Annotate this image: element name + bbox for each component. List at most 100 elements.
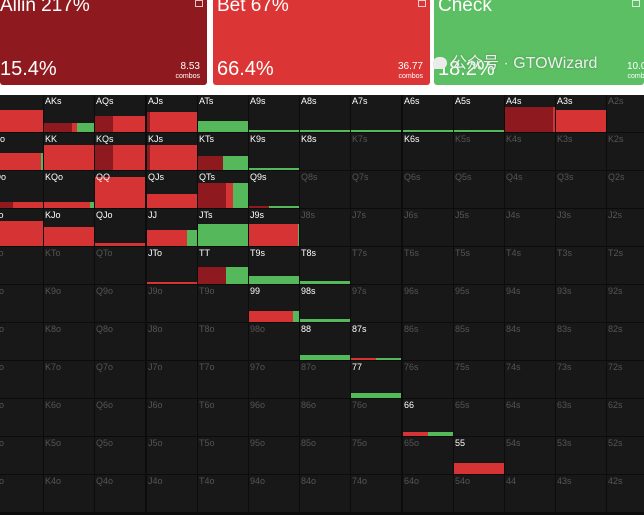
- hand-cell-92s[interactable]: 92s: [607, 285, 644, 322]
- hand-cell-a5s[interactable]: A5s: [454, 95, 504, 132]
- hand-cell-jto[interactable]: JTo: [147, 247, 197, 284]
- hand-cell-jo[interactable]: Jo: [0, 209, 43, 246]
- hand-cell-q6o[interactable]: Q6o: [95, 399, 145, 436]
- hand-cell-kqo[interactable]: KQo: [44, 171, 94, 208]
- hand-cell-j5s[interactable]: J5s: [454, 209, 504, 246]
- hand-cell-t4s[interactable]: T4s: [505, 247, 555, 284]
- hand-cell-qjs[interactable]: QJs: [147, 171, 197, 208]
- hand-cell-94o[interactable]: 94o: [249, 475, 299, 512]
- hand-cell-85s[interactable]: 85s: [454, 323, 504, 360]
- hand-cell-55[interactable]: 55: [454, 437, 504, 474]
- hand-cell-74o[interactable]: 74o: [351, 475, 401, 512]
- hand-cell-ko[interactable]: Ko: [0, 133, 43, 170]
- hand-cell-75o[interactable]: 75o: [351, 437, 401, 474]
- hand-cell-82s[interactable]: 82s: [607, 323, 644, 360]
- hand-cell-k6s[interactable]: K6s: [403, 133, 453, 170]
- check-action-card[interactable]: Check 18.2% 10.08 combos: [434, 0, 644, 85]
- hand-cell-94s[interactable]: 94s: [505, 285, 555, 322]
- hand-cell-86o[interactable]: 86o: [300, 399, 350, 436]
- hand-cell-to[interactable]: To: [0, 247, 43, 284]
- hand-cell-7o[interactable]: 7o: [0, 361, 43, 398]
- hand-cell-q6s[interactable]: Q6s: [403, 171, 453, 208]
- hand-cell-93s[interactable]: 93s: [556, 285, 606, 322]
- hand-cell-75s[interactable]: 75s: [454, 361, 504, 398]
- hand-cell-j5o[interactable]: J5o: [147, 437, 197, 474]
- hand-cell-q8s[interactable]: Q8s: [300, 171, 350, 208]
- hand-cell-66[interactable]: 66: [403, 399, 453, 436]
- hand-cell-99[interactable]: 99: [249, 285, 299, 322]
- hand-cell-4o[interactable]: 4o: [0, 475, 43, 512]
- hand-cell-j8o[interactable]: J8o: [147, 323, 197, 360]
- hand-cell-jts[interactable]: JTs: [198, 209, 248, 246]
- hand-cell-a4s[interactable]: A4s: [505, 95, 555, 132]
- hand-cell-q9o[interactable]: Q9o: [95, 285, 145, 322]
- hand-cell-q7s[interactable]: Q7s: [351, 171, 401, 208]
- hand-cell-63s[interactable]: 63s: [556, 399, 606, 436]
- hand-cell-k4s[interactable]: K4s: [505, 133, 555, 170]
- hand-cell-96s[interactable]: 96s: [403, 285, 453, 322]
- hand-cell-q3s[interactable]: Q3s: [556, 171, 606, 208]
- hand-cell-q5s[interactable]: Q5s: [454, 171, 504, 208]
- hand-cell-8o[interactable]: 8o: [0, 323, 43, 360]
- hand-cell-qts[interactable]: QTs: [198, 171, 248, 208]
- hand-cell-t7o[interactable]: T7o: [198, 361, 248, 398]
- hand-cell-t5o[interactable]: T5o: [198, 437, 248, 474]
- hand-cell-97s[interactable]: 97s: [351, 285, 401, 322]
- hand-cell-t3s[interactable]: T3s: [556, 247, 606, 284]
- hand-cell-k5s[interactable]: K5s: [454, 133, 504, 170]
- hand-cell-76s[interactable]: 76s: [403, 361, 453, 398]
- hand-cell-98o[interactable]: 98o: [249, 323, 299, 360]
- hand-cell-j4o[interactable]: J4o: [147, 475, 197, 512]
- hand-cell-j6o[interactable]: J6o: [147, 399, 197, 436]
- hand-cell-aqs[interactable]: AQs: [95, 95, 145, 132]
- hand-cell-k9s[interactable]: K9s: [249, 133, 299, 170]
- expand-icon[interactable]: [195, 0, 203, 7]
- hand-cell-6o[interactable]: 6o: [0, 399, 43, 436]
- hand-cell-5o[interactable]: 5o: [0, 437, 43, 474]
- hand-cell-k5o[interactable]: K5o: [44, 437, 94, 474]
- hand-cell-87s[interactable]: 87s: [351, 323, 401, 360]
- expand-icon[interactable]: [418, 0, 426, 7]
- hand-cell-t9s[interactable]: T9s: [249, 247, 299, 284]
- hand-cell-t5s[interactable]: T5s: [454, 247, 504, 284]
- hand-cell-a6s[interactable]: A6s: [403, 95, 453, 132]
- hand-cell-65s[interactable]: 65s: [454, 399, 504, 436]
- hand-cell-65o[interactable]: 65o: [403, 437, 453, 474]
- hand-cell-kqs[interactable]: KQs: [95, 133, 145, 170]
- hand-cell-q4o[interactable]: Q4o: [95, 475, 145, 512]
- hand-cell-kjs[interactable]: KJs: [147, 133, 197, 170]
- hand-cell-j4s[interactable]: J4s: [505, 209, 555, 246]
- allin-action-card[interactable]: Allin 217% 15.4% 8.53 combos: [0, 0, 207, 85]
- hand-cell-j9s[interactable]: J9s: [249, 209, 299, 246]
- hand-cell-jj[interactable]: JJ: [147, 209, 197, 246]
- bet-action-card[interactable]: Bet 67% 66.4% 36.77 combos: [213, 0, 430, 85]
- hand-cell-qjo[interactable]: QJo: [95, 209, 145, 246]
- hand-cell-84s[interactable]: 84s: [505, 323, 555, 360]
- hand-cell-k8o[interactable]: K8o: [44, 323, 94, 360]
- hand-cell-ats[interactable]: ATs: [198, 95, 248, 132]
- hand-cell-j8s[interactable]: J8s: [300, 209, 350, 246]
- hand-cell-95s[interactable]: 95s: [454, 285, 504, 322]
- hand-cell-k7s[interactable]: K7s: [351, 133, 401, 170]
- hand-cell-54s[interactable]: 54s: [505, 437, 555, 474]
- hand-cell-43s[interactable]: 43s: [556, 475, 606, 512]
- hand-cell-kjo[interactable]: KJo: [44, 209, 94, 246]
- hand-cell-95o[interactable]: 95o: [249, 437, 299, 474]
- hand-cell-q4s[interactable]: Q4s: [505, 171, 555, 208]
- hand-cell-74s[interactable]: 74s: [505, 361, 555, 398]
- hand-cell-52s[interactable]: 52s: [607, 437, 644, 474]
- hand-cell-t9o[interactable]: T9o: [198, 285, 248, 322]
- hand-cell-j6s[interactable]: J6s: [403, 209, 453, 246]
- hand-cell-q2s[interactable]: Q2s: [607, 171, 644, 208]
- hand-cell-k4o[interactable]: K4o: [44, 475, 94, 512]
- hand-cell-q9s[interactable]: Q9s: [249, 171, 299, 208]
- hand-cell-62s[interactable]: 62s: [607, 399, 644, 436]
- hand-cell-k3s[interactable]: K3s: [556, 133, 606, 170]
- hand-cell-42s[interactable]: 42s: [607, 475, 644, 512]
- hand-cell-j2s[interactable]: J2s: [607, 209, 644, 246]
- hand-cell-a9s[interactable]: A9s: [249, 95, 299, 132]
- hand-cell-64s[interactable]: 64s: [505, 399, 555, 436]
- hand-cell-88[interactable]: 88: [300, 323, 350, 360]
- hand-cell-a[interactable]: A: [0, 95, 43, 132]
- hand-cell-98s[interactable]: 98s: [300, 285, 350, 322]
